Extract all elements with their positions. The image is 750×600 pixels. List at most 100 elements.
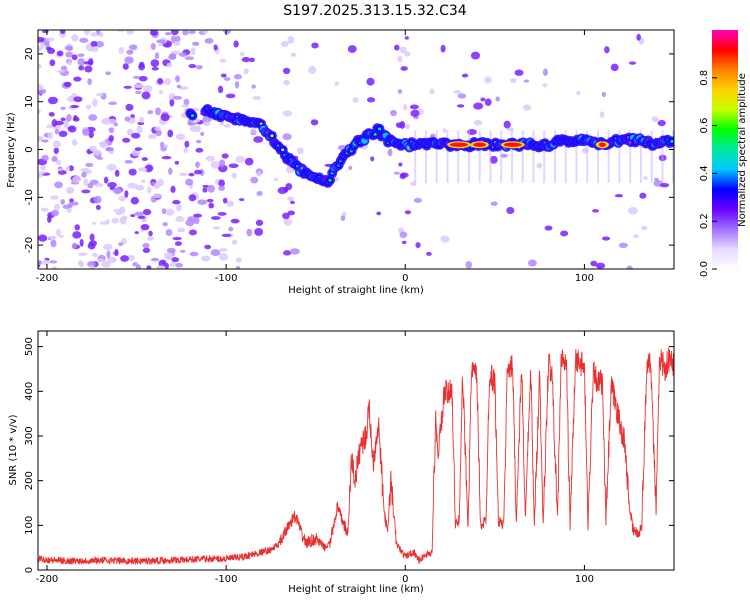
ridge-core xyxy=(377,127,382,131)
noise-speck xyxy=(219,248,228,252)
noise-speck xyxy=(404,51,411,57)
noise-speck xyxy=(82,128,90,136)
noise-speck xyxy=(221,233,232,237)
noise-speck xyxy=(235,265,241,269)
noise-speck xyxy=(599,111,605,118)
noise-speck xyxy=(78,252,88,256)
noise-speck xyxy=(147,110,154,115)
striation xyxy=(618,130,621,183)
noise-speck xyxy=(111,217,120,224)
noise-speck xyxy=(152,193,163,199)
noise-speck xyxy=(118,195,127,202)
noise-speck xyxy=(397,55,403,63)
noise-speck xyxy=(174,75,181,83)
noise-speck xyxy=(106,163,117,171)
noise-speck xyxy=(84,65,93,73)
noise-speck xyxy=(139,116,145,123)
noise-speck xyxy=(38,260,43,265)
noise-speck xyxy=(67,125,77,133)
striation xyxy=(521,130,524,183)
noise-speck xyxy=(185,178,194,186)
noise-speck xyxy=(118,46,125,55)
noise-speck xyxy=(150,59,160,67)
noise-speck xyxy=(190,47,196,56)
noise-speck xyxy=(72,201,79,206)
noise-speck xyxy=(59,234,64,239)
noise-speck xyxy=(366,97,376,103)
noise-speck xyxy=(45,42,50,48)
noise-speck xyxy=(217,85,224,94)
noise-speck xyxy=(653,177,659,182)
noise-speck xyxy=(226,200,235,207)
noise-speck xyxy=(142,208,152,216)
noise-speck xyxy=(93,195,102,204)
snr-x-tick-label: -100 xyxy=(215,574,238,585)
noise-speck xyxy=(601,91,606,98)
noise-speck xyxy=(195,65,203,70)
noise-speck xyxy=(182,30,189,36)
noise-speck xyxy=(233,74,242,80)
noise-speck xyxy=(136,125,143,134)
noise-speck xyxy=(122,63,129,70)
noise-speck xyxy=(127,182,138,189)
noise-speck xyxy=(202,187,208,193)
spectrogram-y-tick-label: -20 xyxy=(24,237,35,253)
noise-speck xyxy=(41,139,49,143)
noise-speck xyxy=(105,147,114,152)
noise-speck xyxy=(283,79,291,86)
noise-speck xyxy=(150,257,160,262)
chart-title: S197.2025.313.15.32.C34 xyxy=(283,3,467,19)
noise-speck xyxy=(88,131,94,139)
noise-speck xyxy=(528,259,537,267)
noise-speck xyxy=(89,145,97,152)
noise-speck xyxy=(47,131,53,139)
snr-y-tick-label: 100 xyxy=(24,516,35,535)
noise-speck xyxy=(219,58,227,63)
noise-speck xyxy=(38,84,44,91)
noise-speck xyxy=(287,196,294,202)
noise-speck xyxy=(233,40,239,48)
noise-speck xyxy=(234,80,240,89)
snr-y-tick-label: 400 xyxy=(24,382,35,401)
noise-speck xyxy=(202,121,211,127)
noise-speck xyxy=(334,81,339,86)
noise-speck xyxy=(442,128,447,134)
noise-speck xyxy=(78,65,85,71)
noise-speck xyxy=(54,128,60,135)
noise-speck xyxy=(172,95,183,100)
striation xyxy=(467,130,470,183)
noise-speck xyxy=(161,155,172,160)
noise-speck xyxy=(168,167,173,175)
noise-speck xyxy=(398,162,403,167)
noise-speck xyxy=(135,184,145,191)
noise-speck xyxy=(252,95,262,101)
noise-speck xyxy=(189,251,199,257)
noise-speck xyxy=(542,68,548,77)
noise-speck xyxy=(282,133,292,141)
noise-speck xyxy=(72,242,78,250)
noise-speck xyxy=(153,182,161,189)
noise-speck xyxy=(204,37,214,44)
noise-speck xyxy=(126,30,134,35)
noise-speck xyxy=(73,115,78,121)
noise-speck xyxy=(241,56,251,63)
noise-speck xyxy=(79,261,85,268)
noise-speck xyxy=(63,81,72,88)
noise-speck xyxy=(81,189,91,194)
noise-speck xyxy=(57,169,67,175)
snr-panel: -200 -100 0 100 0 100 200 300 400 500 Height of s… xyxy=(8,330,675,595)
noise-speck xyxy=(251,84,256,89)
snr-frame xyxy=(37,330,675,571)
noise-speck xyxy=(503,120,511,129)
noise-speck xyxy=(250,176,259,184)
striation xyxy=(586,130,589,183)
noise-speck xyxy=(225,93,236,99)
noise-speck xyxy=(403,104,408,111)
noise-speck xyxy=(506,206,515,215)
noise-speck xyxy=(413,197,422,203)
noise-speck xyxy=(90,40,98,48)
noise-speck xyxy=(41,154,49,161)
noise-speck xyxy=(202,184,210,188)
noise-speck xyxy=(170,35,176,43)
